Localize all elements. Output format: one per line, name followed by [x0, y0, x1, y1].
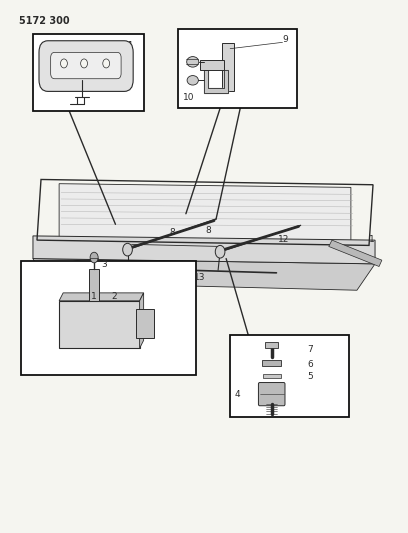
Text: 7: 7 — [307, 345, 313, 354]
Circle shape — [103, 59, 110, 68]
Text: 8: 8 — [169, 228, 175, 237]
Circle shape — [90, 252, 98, 263]
Bar — [230, 335, 349, 417]
Text: 4: 4 — [235, 390, 241, 399]
Text: 11: 11 — [123, 41, 135, 50]
Ellipse shape — [187, 56, 199, 67]
Text: 1: 1 — [369, 235, 375, 244]
Bar — [135, 309, 154, 338]
Circle shape — [123, 243, 132, 256]
Text: 3: 3 — [101, 261, 107, 269]
Ellipse shape — [187, 76, 198, 85]
Circle shape — [81, 59, 87, 68]
Text: 12: 12 — [278, 235, 290, 244]
Ellipse shape — [68, 265, 86, 281]
Polygon shape — [33, 259, 375, 290]
Bar — [89, 269, 100, 301]
Circle shape — [215, 245, 225, 258]
Polygon shape — [33, 236, 375, 264]
Polygon shape — [140, 293, 144, 348]
Bar — [200, 60, 224, 70]
Text: 9: 9 — [282, 36, 288, 44]
Polygon shape — [204, 70, 228, 93]
Bar — [262, 360, 282, 366]
Bar — [178, 29, 297, 108]
Circle shape — [60, 59, 67, 68]
Text: 13: 13 — [194, 272, 206, 281]
FancyBboxPatch shape — [51, 52, 121, 79]
Bar — [263, 374, 281, 378]
Text: 10: 10 — [183, 93, 194, 102]
FancyBboxPatch shape — [39, 41, 133, 91]
Polygon shape — [59, 184, 351, 241]
FancyBboxPatch shape — [258, 383, 285, 406]
Text: 5172 300: 5172 300 — [19, 16, 69, 26]
Bar — [59, 301, 140, 348]
Polygon shape — [59, 293, 144, 301]
Bar — [33, 35, 144, 111]
Text: 6: 6 — [307, 360, 313, 369]
Polygon shape — [329, 240, 382, 266]
Text: 8: 8 — [205, 226, 211, 235]
Text: 1: 1 — [91, 292, 97, 301]
Bar — [265, 342, 278, 348]
Bar — [222, 43, 234, 91]
Text: 5: 5 — [307, 372, 313, 381]
Ellipse shape — [63, 261, 91, 285]
Text: 2: 2 — [111, 292, 117, 301]
Bar — [21, 261, 196, 375]
